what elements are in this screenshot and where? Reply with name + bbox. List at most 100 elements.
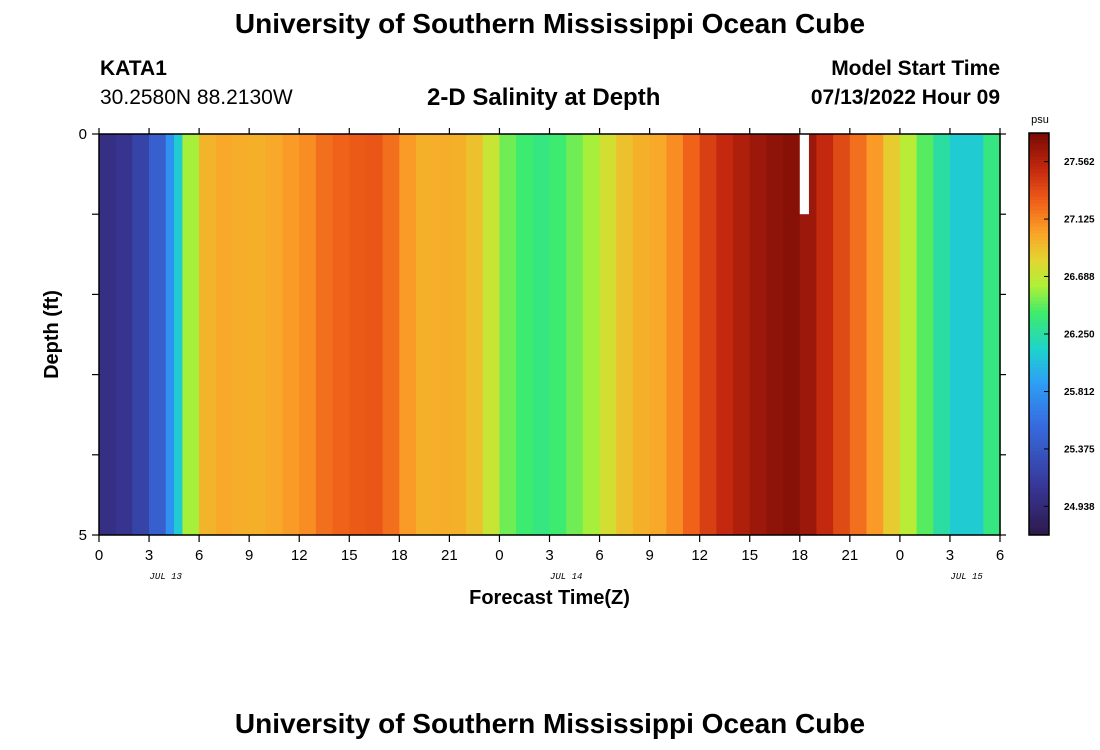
- colorbar-segment: [1029, 283, 1049, 288]
- colorbar-segment: [1029, 481, 1049, 486]
- colorbar-segment: [1029, 270, 1049, 275]
- heatmap-column: [966, 134, 984, 535]
- heatmap-column: [149, 134, 167, 535]
- colorbar-segment: [1029, 223, 1049, 228]
- colorbar-segment: [1029, 163, 1049, 167]
- colorbar-segment: [1029, 149, 1049, 154]
- heatmap-column: [449, 134, 467, 535]
- colorbar-segment: [1029, 186, 1049, 191]
- x-tick-label: 3: [545, 547, 553, 564]
- colorbar-segment: [1029, 360, 1049, 365]
- colorbar-segment: [1029, 384, 1049, 389]
- x-tick-label: 18: [791, 547, 808, 564]
- y-axis-title: Depth (ft): [41, 290, 63, 379]
- colorbar-segment: [1029, 156, 1049, 161]
- colorbar-segment: [1029, 323, 1049, 328]
- colorbar-segment: [1029, 397, 1049, 402]
- colorbar-segment: [1029, 347, 1049, 352]
- colorbar-segment: [1029, 196, 1049, 201]
- colorbar-segment: [1029, 213, 1049, 218]
- heatmap-column: [916, 134, 934, 535]
- x-tick-label: 15: [341, 547, 358, 564]
- heatmap-column: [949, 134, 968, 535]
- heatmap-column: [699, 134, 717, 535]
- colorbar-segment: [1029, 488, 1049, 492]
- heatmap-column: [165, 134, 175, 535]
- x-axis-title: Forecast Time(Z): [469, 587, 630, 609]
- station-coordinates: 30.2580N 88.2130W: [100, 86, 293, 109]
- colorbar-segment: [1029, 357, 1049, 362]
- colorbar-segment: [1029, 133, 1049, 137]
- colorbar-segment: [1029, 260, 1049, 265]
- heatmap-column: [582, 134, 601, 535]
- colorbar-segment: [1029, 287, 1049, 291]
- heatmap-cells: [99, 134, 1001, 535]
- plot-title: 2-D Salinity at Depth: [427, 84, 661, 111]
- heatmap-column: [299, 134, 317, 535]
- colorbar-segment: [1029, 511, 1049, 516]
- colorbar-segment: [1029, 441, 1049, 446]
- model-start-value: 07/13/2022 Hour 09: [810, 86, 1000, 109]
- heatmap-column: [616, 134, 634, 535]
- colorbar-segment: [1029, 273, 1049, 278]
- x-tick-label: 0: [95, 547, 103, 564]
- gap-cell: [799, 134, 809, 215]
- colorbar-segment: [1029, 344, 1049, 348]
- colorbar-segment: [1029, 169, 1049, 174]
- colorbar-segment: [1029, 183, 1049, 188]
- heatmap-column: [349, 134, 367, 535]
- x-tick-label: 6: [595, 547, 603, 564]
- heatmap-column: [716, 134, 734, 535]
- heatmap-column: [249, 134, 267, 535]
- date-label: JUL 14: [550, 572, 582, 582]
- heatmap-column: [265, 134, 284, 535]
- colorbar-segment: [1029, 290, 1049, 295]
- date-label: JUL 15: [950, 572, 983, 582]
- x-tick-label: 21: [441, 547, 458, 564]
- colorbar-segment: [1029, 491, 1049, 496]
- colorbar-segment: [1029, 451, 1049, 456]
- colorbar-segment: [1029, 411, 1049, 415]
- heatmap-column: [566, 134, 584, 535]
- heatmap-column: [315, 134, 334, 535]
- colorbar-segment: [1029, 220, 1049, 224]
- x-tick-label: 3: [946, 547, 954, 564]
- heatmap-column: [332, 134, 350, 535]
- colorbar: 27.562 27.125 26.688 26.250 25.812 25.375 24.9…: [1028, 132, 1095, 536]
- x-tick-label: 15: [741, 547, 758, 564]
- colorbar-segment: [1029, 437, 1049, 442]
- date-label: JUL 13: [150, 572, 183, 582]
- colorbar-segment: [1029, 471, 1049, 476]
- heatmap-column: [816, 134, 834, 535]
- colorbar-segment: [1029, 454, 1049, 459]
- colorbar-segment: [1029, 203, 1049, 208]
- colorbar-segment: [1029, 200, 1049, 204]
- colorbar-segment: [1029, 504, 1049, 509]
- colorbar-segment: [1029, 407, 1049, 412]
- heatmap-column: [516, 134, 534, 535]
- colorbar-segment: [1029, 401, 1049, 405]
- colorbar-segment: [1029, 474, 1049, 479]
- station-id: KATA1: [100, 57, 167, 80]
- x-tick-label: 18: [391, 547, 408, 564]
- colorbar-label: 27.562: [1064, 157, 1095, 168]
- colorbar-segment: [1029, 317, 1049, 322]
- colorbar-label: 27.125: [1064, 215, 1095, 226]
- heatmap-column: [799, 134, 818, 535]
- colorbar-segment: [1029, 528, 1049, 533]
- colorbar-segment: [1029, 468, 1049, 472]
- colorbar-segment: [1029, 206, 1049, 211]
- heatmap-column: [733, 134, 751, 535]
- colorbar-segment: [1029, 139, 1049, 144]
- heatmap-column: [532, 134, 551, 535]
- colorbar-label: 25.375: [1064, 444, 1095, 455]
- colorbar-segment: [1029, 179, 1049, 184]
- colorbar-segment: [1029, 521, 1049, 526]
- x-tick-label: 3: [145, 547, 153, 564]
- colorbar-segment: [1029, 143, 1049, 147]
- heatmap-column: [499, 134, 517, 535]
- colorbar-segment: [1029, 233, 1049, 238]
- colorbar-segment: [1029, 374, 1049, 379]
- colorbar-segment: [1029, 387, 1049, 392]
- heatmap-column: [399, 134, 417, 535]
